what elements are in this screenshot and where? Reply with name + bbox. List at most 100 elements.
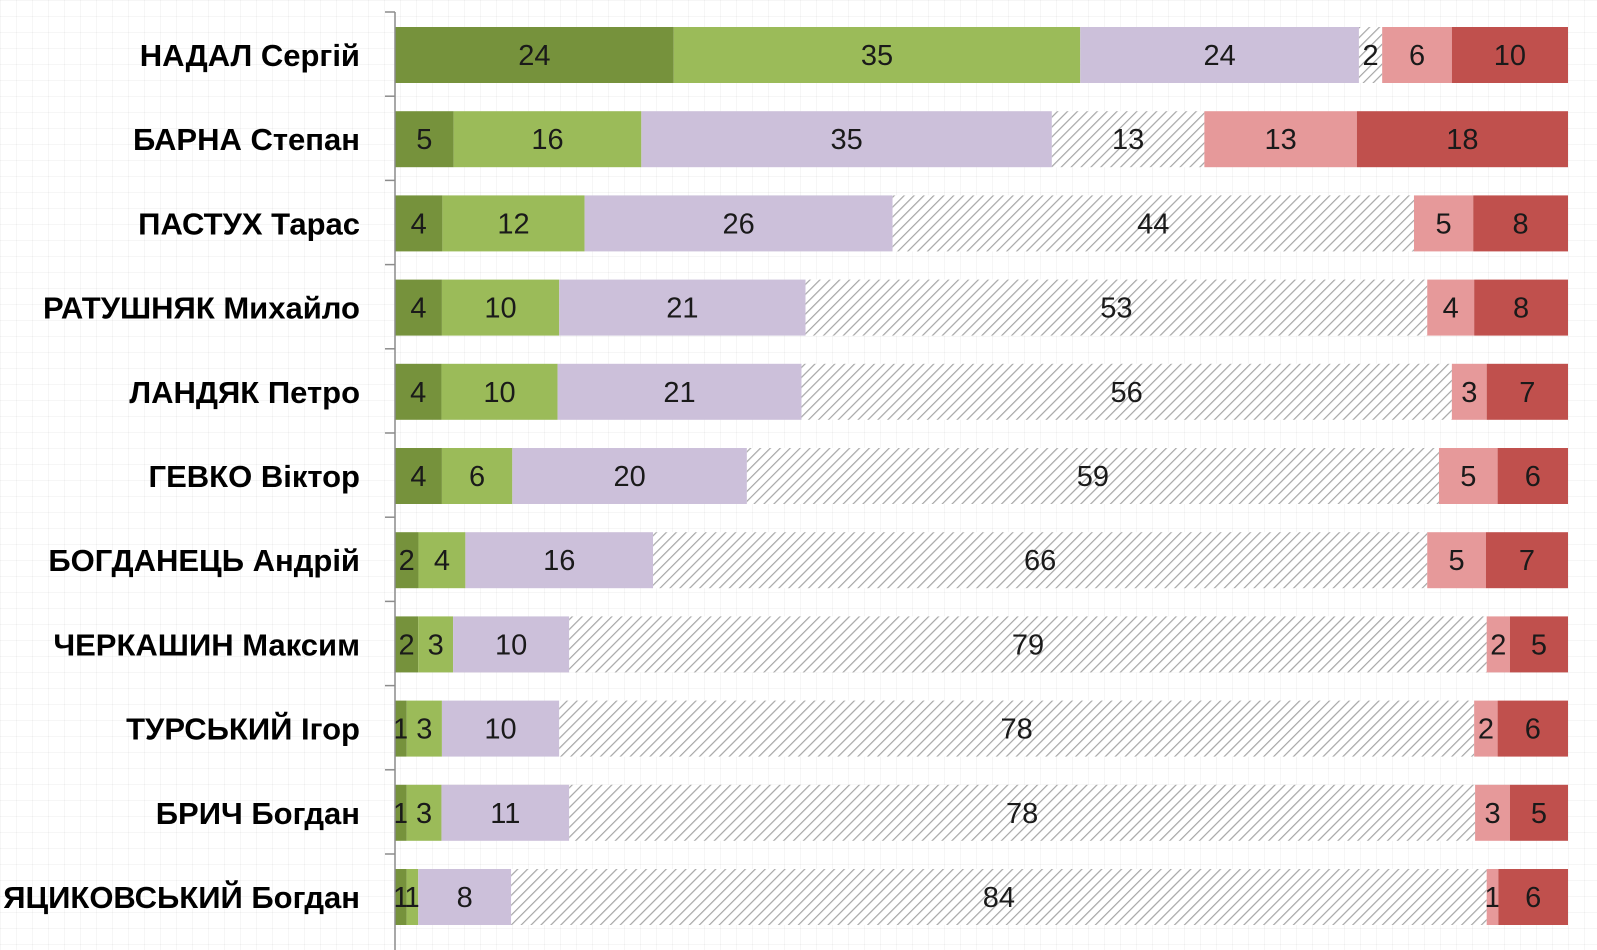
data-label: 10 xyxy=(1494,40,1526,72)
bar-segment xyxy=(1451,27,1568,83)
data-label: 53 xyxy=(1100,293,1132,325)
data-label: 10 xyxy=(484,714,516,746)
bar-segment xyxy=(441,279,560,336)
bar-row: 5 16 35 13 13 18 xyxy=(395,111,1568,168)
bar-segment xyxy=(442,195,585,252)
bar-segment xyxy=(406,784,442,841)
bar-segment xyxy=(559,279,806,336)
data-label: 5 xyxy=(1436,208,1452,240)
data-label: 1 xyxy=(1484,882,1500,914)
bar-segment xyxy=(559,700,1475,757)
data-label: 78 xyxy=(1001,714,1033,746)
bar-segment xyxy=(441,784,570,841)
bar-segment xyxy=(1204,111,1357,168)
category-label: ТУРСЬКИЙ Ігор xyxy=(126,711,360,747)
bar-segment xyxy=(1358,27,1383,83)
data-label: 4 xyxy=(410,461,426,493)
bar-segment xyxy=(1427,532,1486,589)
bar-segment xyxy=(395,869,407,925)
bar-segment xyxy=(1473,195,1568,252)
bar-segment xyxy=(441,363,558,420)
data-label: 3 xyxy=(416,798,432,830)
bar-segment xyxy=(1451,363,1487,420)
category-label: ПАСТУХ Тарас xyxy=(138,206,360,241)
data-label: 1 xyxy=(404,882,420,914)
data-label: 4 xyxy=(410,293,426,325)
category-label: БАРНА Степан xyxy=(133,122,360,157)
category-label: БРИЧ Богдан xyxy=(156,796,360,831)
bar-row: 4 12 26 44 5 8 xyxy=(395,195,1568,252)
bar-row: 2 3 10 79 2 5 xyxy=(395,616,1568,673)
bar-segment xyxy=(395,111,454,168)
data-label: 2 xyxy=(1362,40,1378,72)
data-label: 12 xyxy=(497,208,529,240)
data-label: 5 xyxy=(416,124,432,156)
bar-segment xyxy=(441,448,513,504)
bar-segment xyxy=(395,27,674,83)
bar-segment xyxy=(418,869,512,925)
data-label: 5 xyxy=(1460,461,1476,493)
bar-segment xyxy=(557,363,802,420)
category-label: ЛАНДЯК Петро xyxy=(129,375,360,410)
bar-segment xyxy=(395,195,443,252)
bar-row: 11 8 84 1 6 xyxy=(393,869,1568,925)
bar-segment xyxy=(1051,111,1205,168)
bar-segment xyxy=(1509,784,1568,841)
bar-segment xyxy=(569,784,1476,841)
bars-layer: 24 35 24 2 6 105 16 35 13 13 184 12 26 44 5 84 10 21 53 4 84… xyxy=(393,27,1568,925)
bar-segment xyxy=(1427,279,1475,336)
data-label: 6 xyxy=(1409,40,1425,72)
category-labels: НАДАЛ Сергій БАРНА Степан ПАСТУХ Тарас РАТУ… xyxy=(3,38,360,915)
bar-segment xyxy=(441,700,560,757)
data-label: 3 xyxy=(428,629,444,661)
bar-segment xyxy=(1475,784,1510,841)
data-label: 2 xyxy=(399,545,415,577)
data-label: 5 xyxy=(1531,629,1547,661)
data-label: 8 xyxy=(457,882,473,914)
bar-segment xyxy=(395,448,442,504)
category-label: ЯЦИКОВСЬКИЙ Богдан xyxy=(3,879,360,915)
data-label: 6 xyxy=(1525,461,1541,493)
bar-row: 1 3 11 78 3 5 xyxy=(393,784,1568,841)
data-label: 1 xyxy=(393,714,409,746)
data-label: 35 xyxy=(830,124,862,156)
data-label: 24 xyxy=(1203,40,1235,72)
data-label: 6 xyxy=(469,461,485,493)
bar-segment xyxy=(511,869,1487,925)
data-label: 78 xyxy=(1006,798,1038,830)
bar-segment xyxy=(1486,616,1510,673)
bar-segment xyxy=(1080,27,1359,83)
bar-segment xyxy=(673,27,1081,83)
data-label: 3 xyxy=(1461,377,1477,409)
bar-segment xyxy=(569,616,1487,673)
bar-segment xyxy=(395,784,407,841)
bar-row: 4 6 20 59 5 6 xyxy=(395,448,1568,504)
bar-segment xyxy=(1486,363,1568,420)
bar-segment xyxy=(641,111,1052,168)
data-label: 20 xyxy=(613,461,645,493)
data-label: 4 xyxy=(1443,293,1459,325)
data-label: 44 xyxy=(1137,208,1169,240)
bar-segment xyxy=(1438,448,1498,504)
data-label: 13 xyxy=(1264,124,1296,156)
category-label: НАДАЛ Сергій xyxy=(140,38,360,73)
bar-segment xyxy=(453,616,570,673)
category-label: ЧЕРКАШИН Максим xyxy=(53,627,360,662)
bar-segment xyxy=(395,616,419,673)
bar-segment xyxy=(1474,279,1568,336)
data-label: 10 xyxy=(495,629,527,661)
data-label: 10 xyxy=(483,377,515,409)
data-label: 13 xyxy=(1112,124,1144,156)
bar-segment xyxy=(1474,700,1498,757)
data-label: 79 xyxy=(1012,629,1044,661)
category-label: БОГДАНЕЦЬ Андрій xyxy=(48,543,360,578)
bar-row: 24 35 24 2 6 10 xyxy=(395,27,1568,83)
data-label: 66 xyxy=(1024,545,1056,577)
bar-segment xyxy=(406,700,442,757)
bar-segment xyxy=(1356,111,1568,168)
data-label: 10 xyxy=(484,293,516,325)
bar-segment xyxy=(1486,869,1499,925)
bar-segment xyxy=(1498,869,1568,925)
data-label: 8 xyxy=(1513,208,1529,240)
